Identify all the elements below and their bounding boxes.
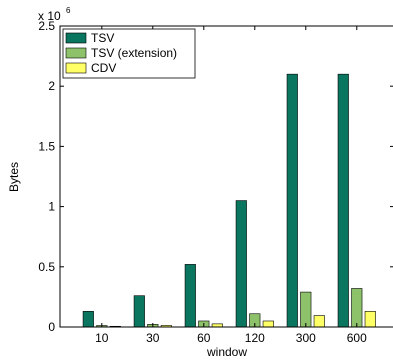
- bar-tsv-extension-300: [300, 291, 312, 328]
- y-tick-label: 0: [48, 320, 55, 334]
- bar-tsv-extension-600: [351, 288, 363, 328]
- bar-tsv-120: [235, 200, 247, 328]
- bar-tsv-60: [184, 264, 196, 328]
- bar-cdv-120: [262, 320, 274, 328]
- x-tick-label: 120: [245, 331, 265, 345]
- x-tick-label: 600: [347, 331, 367, 345]
- x-tick-label: 60: [197, 331, 211, 345]
- x-tick-label: 300: [296, 331, 316, 345]
- bar-tsv-30: [133, 295, 145, 328]
- legend-swatch: [65, 32, 87, 44]
- bar-cdv-600: [364, 311, 376, 328]
- bar-tsv-10: [82, 311, 94, 328]
- y-scale-label: x 10: [38, 9, 61, 23]
- legend-swatch: [65, 62, 87, 74]
- y-axis-label: Bytes: [7, 162, 21, 192]
- y-scale-exponent: 6: [66, 6, 71, 15]
- y-tick-label: 1.5: [38, 139, 55, 153]
- y-tick-label: 2.5: [38, 19, 55, 33]
- legend-swatch: [65, 47, 87, 59]
- x-tick-label: 30: [146, 331, 160, 345]
- legend-label: CDV: [91, 61, 116, 75]
- y-tick-label: 2: [48, 79, 55, 93]
- bar-cdv-300: [313, 315, 325, 328]
- x-tick-label: 10: [95, 331, 109, 345]
- y-tick-label: 0.5: [38, 260, 55, 274]
- bar-tsv-300: [286, 73, 298, 328]
- legend-label: TSV (extension): [91, 46, 177, 60]
- x-axis-label: window: [206, 345, 247, 359]
- y-tick-label: 1: [48, 200, 55, 214]
- plot-frame: [59, 25, 393, 328]
- legend-label: TSV: [91, 31, 114, 45]
- bar-tsv-600: [337, 73, 349, 328]
